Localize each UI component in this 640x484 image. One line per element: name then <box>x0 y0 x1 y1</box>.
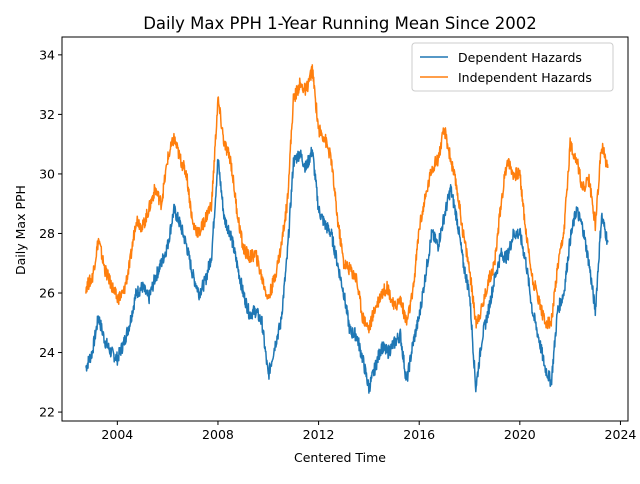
x-tick-label: 2008 <box>202 427 234 442</box>
chart-title: Daily Max PPH 1-Year Running Mean Since … <box>143 14 537 33</box>
y-tick-label: 30 <box>39 166 55 181</box>
y-tick-label: 22 <box>39 405 55 420</box>
y-tick-label: 32 <box>39 107 55 122</box>
series-line-independent-hazards <box>85 64 609 334</box>
x-tick-label: 2004 <box>101 427 133 442</box>
y-axis-label: Daily Max PPH <box>13 185 28 275</box>
legend-label-dependent: Dependent Hazards <box>458 50 582 65</box>
y-tick-label: 28 <box>39 226 55 241</box>
x-axis-label: Centered Time <box>294 450 386 465</box>
series-layer <box>85 64 609 394</box>
y-tick-label: 24 <box>39 345 55 360</box>
series-line-dependent-hazards <box>85 146 609 394</box>
legend: Dependent Hazards Independent Hazards <box>411 42 614 92</box>
y-tick-label: 34 <box>39 47 55 62</box>
x-tick-label: 2016 <box>403 427 435 442</box>
x-tick-label: 2024 <box>605 427 637 442</box>
x-axis-ticks: 2004 2008 2012 2016 2020 2024 <box>101 421 636 442</box>
y-tick-label: 26 <box>39 286 55 301</box>
x-tick-label: 2012 <box>303 427 335 442</box>
plot-frame <box>61 36 629 422</box>
legend-label-independent: Independent Hazards <box>458 70 592 85</box>
legend-box <box>411 42 614 92</box>
y-axis-ticks: 22 24 26 28 30 32 34 <box>39 47 62 420</box>
x-tick-label: 2020 <box>504 427 536 442</box>
